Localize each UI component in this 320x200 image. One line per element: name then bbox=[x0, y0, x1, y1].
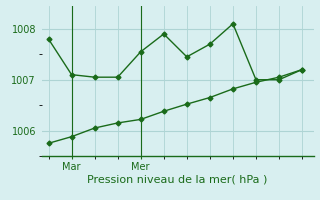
X-axis label: Pression niveau de la mer( hPa ): Pression niveau de la mer( hPa ) bbox=[87, 174, 268, 184]
